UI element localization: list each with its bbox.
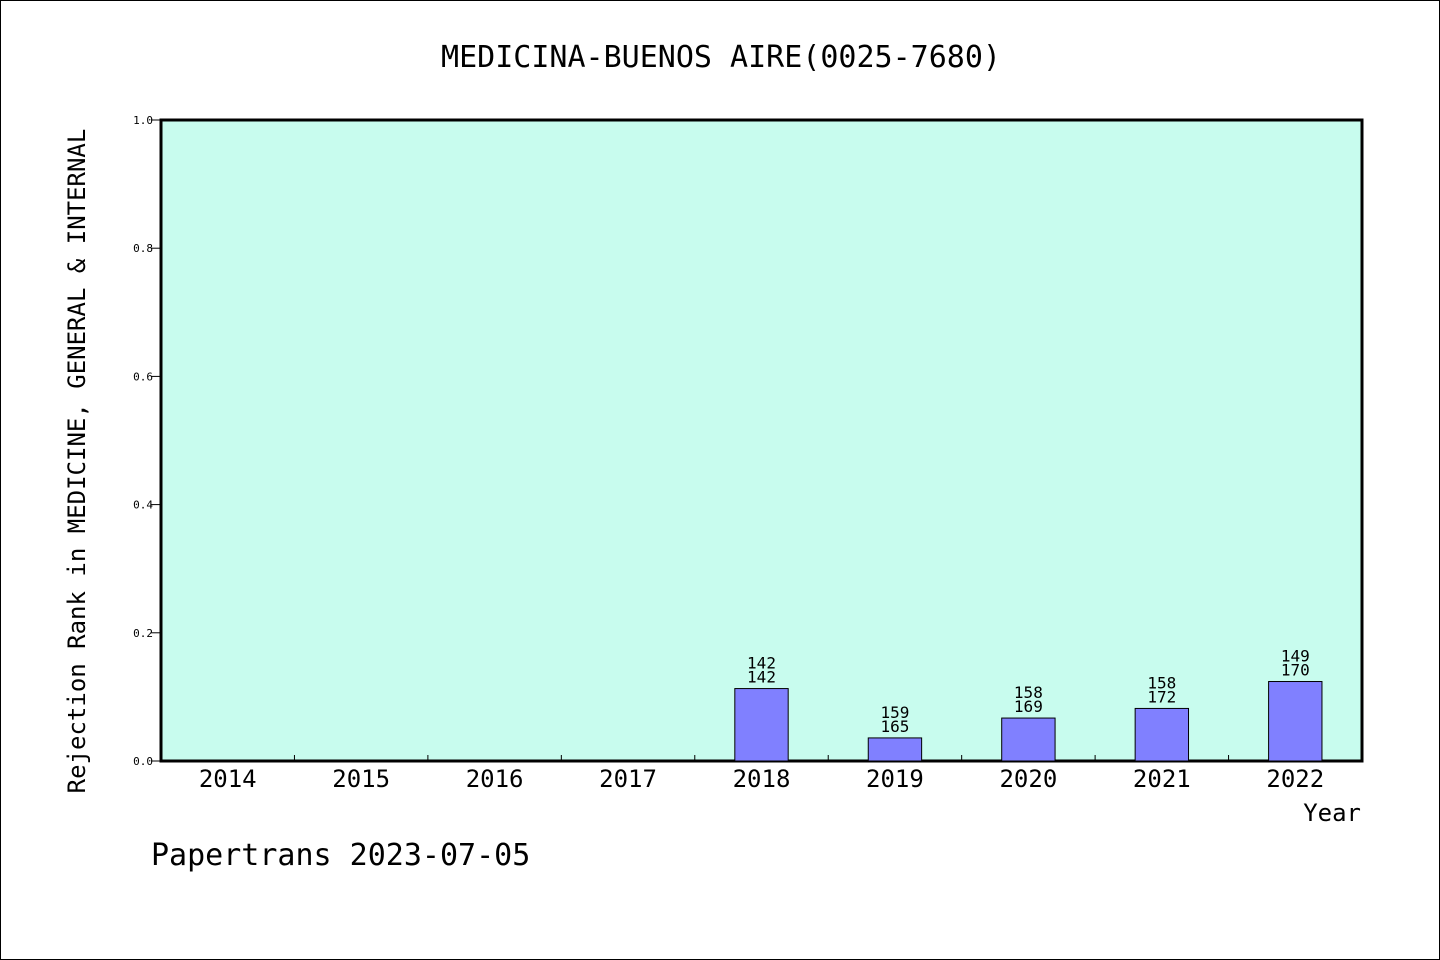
- x-axis-ticks: 2014 2015 2016 2017 2018 2019 2020 2021 2022: [199, 755, 1324, 793]
- bar-2019: [867, 737, 923, 762]
- chart-title: MEDICINA-BUENOS AIRE(0025-7680): [441, 40, 1001, 75]
- y-tick-label: 0.4: [133, 499, 153, 512]
- bars: [734, 681, 1323, 762]
- bar-label-bottom: 170: [1281, 661, 1310, 680]
- bar-label-top: 159: [880, 703, 909, 722]
- x-tick-label: 2022: [1266, 765, 1324, 793]
- bar-2022: [1268, 681, 1323, 762]
- bar-label-bottom: 142: [747, 668, 776, 687]
- y-tick-label: 0.6: [133, 370, 153, 383]
- bar-label-top: 158: [1147, 673, 1176, 692]
- x-tick-label: 2020: [999, 765, 1057, 793]
- x-tick-label: 2018: [733, 765, 791, 793]
- bar-2021: [1134, 707, 1190, 762]
- y-tick-label: 0.0: [133, 755, 153, 768]
- bar-label-top: 158: [1014, 683, 1043, 702]
- x-axis-label: Year: [1303, 799, 1361, 827]
- x-tick-label: 2021: [1133, 765, 1191, 793]
- x-tick-label: 2019: [866, 765, 924, 793]
- bar-label-bottom: 169: [1014, 697, 1043, 716]
- y-tick-label: 1.0: [133, 114, 153, 127]
- y-tick-label: 0.2: [133, 627, 153, 640]
- x-tick-label: 2017: [599, 765, 657, 793]
- x-tick-label: 2015: [332, 765, 390, 793]
- bar-2020: [1001, 717, 1056, 762]
- bar-label-top: 142: [747, 654, 776, 673]
- bar-label-top: 149: [1281, 647, 1310, 666]
- x-tick-label: 2016: [466, 765, 524, 793]
- bar-2018: [734, 688, 789, 762]
- bar-label-bottom: 172: [1147, 687, 1176, 706]
- y-tick-label: 0.8: [133, 242, 153, 255]
- x-tick-label: 2014: [199, 765, 257, 793]
- footer-credit: Papertrans 2023-07-05: [151, 838, 530, 873]
- y-axis-label: Rejection Rank in MEDICINE, GENERAL & IN…: [63, 129, 91, 794]
- bar-label-bottom: 165: [880, 717, 909, 736]
- plot-area: [159, 118, 1364, 763]
- y-axis-ticks: 0.0 0.2 0.4 0.6 0.8 1.0: [133, 114, 161, 768]
